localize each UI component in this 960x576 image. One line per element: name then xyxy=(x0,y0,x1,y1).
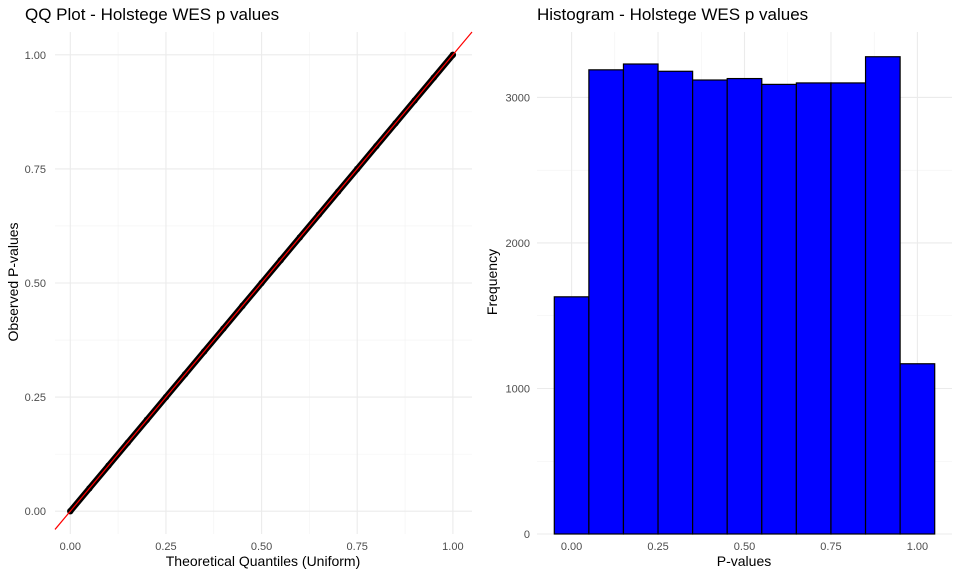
histogram-x-axis-label: P-values xyxy=(717,553,771,569)
histogram-x-tick-label: 0.75 xyxy=(820,541,841,553)
qq-x-tick-label: 0.25 xyxy=(155,541,176,553)
qq-y-tick-label: 1.00 xyxy=(25,50,46,62)
histogram-bar xyxy=(588,69,625,535)
histogram-bar xyxy=(761,83,797,535)
histogram-bar xyxy=(726,77,763,535)
histogram-bar xyxy=(899,363,936,535)
histogram-y-tick-label: 3000 xyxy=(506,92,530,104)
qq-reference-line-mark xyxy=(54,31,473,530)
qq-x-axis-label: Theoretical Quantiles (Uniform) xyxy=(166,553,361,569)
qq-x-tick-labels: 0.00 0.25 0.50 0.75 1.00 xyxy=(60,541,464,553)
qq-x-tick-label: 0.00 xyxy=(60,541,81,553)
qq-reference-line xyxy=(54,31,473,530)
histogram-bar xyxy=(553,296,590,535)
qq-x-tick-label: 1.00 xyxy=(442,541,463,553)
qq-y-tick-label: 0.00 xyxy=(25,506,46,518)
qq-y-axis-label: Observed P-values xyxy=(5,222,21,341)
histogram-bar xyxy=(622,63,659,535)
qq-plot-panel: 0.00 0.25 0.50 0.75 1.00 0.00 0.25 0.50 0.75 1.0… xyxy=(5,5,473,569)
histogram-bar xyxy=(864,56,901,535)
histogram-x-tick-label: 0.50 xyxy=(734,541,755,553)
histogram-y-tick-label: 2000 xyxy=(506,238,530,250)
histogram-y-axis-label: Frequency xyxy=(484,249,500,315)
histogram-bar xyxy=(657,70,694,535)
histogram-y-tick-label: 1000 xyxy=(506,383,530,395)
histogram-bar xyxy=(830,82,867,535)
histogram-y-tick-labels: 0 1000 2000 3000 xyxy=(506,92,530,541)
qq-x-tick-label: 0.50 xyxy=(251,541,272,553)
histogram-bars xyxy=(553,56,936,535)
histogram-title: Histogram - Holstege WES p values xyxy=(537,5,808,24)
qq-x-tick-label: 0.75 xyxy=(347,541,368,553)
histogram-bar xyxy=(692,79,728,535)
qq-y-tick-label: 0.50 xyxy=(25,278,46,290)
histogram-panel: 0.00 0.25 0.50 0.75 1.00 0 1000 2000 3000 Histo… xyxy=(484,5,952,569)
histogram-x-tick-label: 1.00 xyxy=(907,541,928,553)
qq-gridlines xyxy=(55,32,472,534)
histogram-y-tick-label: 0 xyxy=(524,529,530,541)
qq-y-tick-labels: 0.00 0.25 0.50 0.75 1.00 xyxy=(25,50,46,518)
qq-y-tick-label: 0.75 xyxy=(25,164,46,176)
qq-y-tick-label: 0.25 xyxy=(25,392,46,404)
qq-title: QQ Plot - Holstege WES p values xyxy=(25,5,279,24)
histogram-x-tick-label: 0.25 xyxy=(647,541,668,553)
histogram-bar xyxy=(795,82,832,535)
histogram-x-tick-labels: 0.00 0.25 0.50 0.75 1.00 xyxy=(561,541,928,553)
histogram-x-tick-label: 0.00 xyxy=(561,541,582,553)
